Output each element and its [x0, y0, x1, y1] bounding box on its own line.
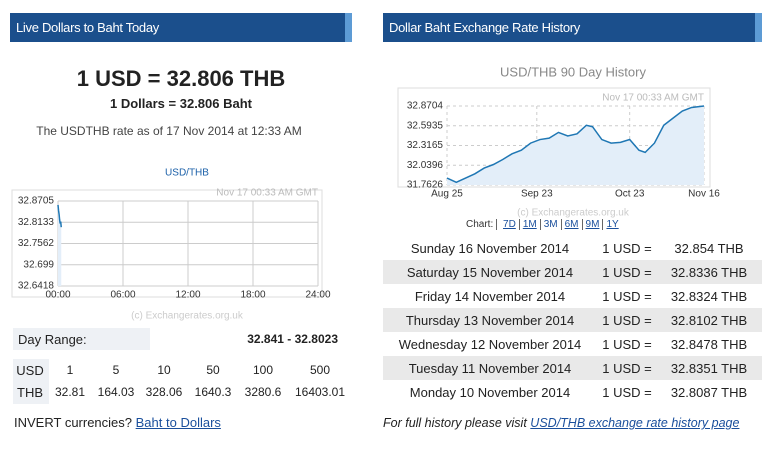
- conversion-cell: 16403.01: [294, 385, 346, 399]
- currency-column: [13, 359, 49, 404]
- y-tick-label: 32.6418: [18, 281, 55, 292]
- history-row: Wednesday 12 November 2014 1 USD = 32.8478…: [383, 332, 762, 356]
- intraday-chart: USD/THB Nov 17 00:33 AM GMT 32.6418 32.699 3…: [11, 168, 331, 322]
- y-tick-label: 32.0396: [407, 160, 444, 171]
- day-range-label: Day Range:: [18, 332, 87, 347]
- history-unit: 1 USD =: [602, 241, 652, 256]
- conversion-cell: 1: [66, 363, 74, 377]
- history-unit: 1 USD =: [602, 289, 652, 304]
- x-tick-label: Oct 23: [615, 189, 645, 200]
- history-rate: 32.8324 THB: [670, 289, 748, 304]
- timestamp: Nov 17 00:33 AM GMT: [216, 188, 318, 199]
- y-tick-label: 32.8133: [18, 217, 55, 228]
- x-tick-label: Sep 23: [521, 189, 553, 200]
- x-tick-label: Aug 25: [431, 189, 463, 200]
- history-chart: USD/THB 90 Day History Nov 17 00:33 AM GM…: [397, 64, 720, 219]
- y-tick-label: 32.8704: [407, 101, 444, 112]
- x-tick-label: 24:00: [305, 290, 330, 301]
- headline: 1 USD = 32.806 THB: [76, 66, 286, 91]
- x-tick-label: 18:00: [240, 290, 265, 301]
- history-rate: 32.854 THB: [674, 241, 744, 256]
- chart-links: Chart: 7D 1M 3M 6M 9M 1Y: [466, 219, 625, 230]
- history-unit: 1 USD =: [602, 385, 652, 400]
- chart-link[interactable]: 1M: [518, 219, 540, 230]
- chart-links-label: Chart:: [466, 219, 494, 230]
- line: [446, 105, 705, 184]
- history-row: Monday 10 November 2014 1 USD = 32.8087 TH…: [383, 380, 762, 404]
- conversion-cell: 1640.3: [194, 385, 232, 399]
- currency-label: THB: [17, 385, 43, 400]
- chart-frame: [11, 189, 323, 298]
- history-row: Friday 14 November 2014 1 USD = 32.8324 TH…: [383, 284, 762, 308]
- chart-link[interactable]: 9M: [581, 219, 603, 230]
- history-date: Tuesday 11 November 2014: [408, 361, 572, 376]
- y-tick-label: 32.8705: [18, 196, 55, 207]
- history-unit: 1 USD =: [602, 361, 652, 376]
- conversion-cell: 3280.6: [244, 385, 282, 399]
- x-tick-label: 00:00: [45, 290, 70, 301]
- timestamp: Nov 17 00:33 AM GMT: [602, 93, 704, 104]
- x-tick-label: 06:00: [110, 290, 135, 301]
- chart-link[interactable]: 6M: [560, 219, 582, 230]
- y-tick-label: 32.5935: [407, 120, 444, 131]
- history-date: Monday 10 November 2014: [409, 385, 571, 400]
- history-date: Thursday 13 November 2014: [405, 313, 575, 328]
- conversion-cell: 32.81: [54, 385, 86, 399]
- history-rate: 32.8102 THB: [670, 313, 748, 328]
- conversion-cell: 5: [112, 363, 120, 377]
- subline: 1 Dollars = 32.806 Baht: [110, 96, 252, 111]
- day-range-label-box: [13, 328, 150, 350]
- panel-header: Live Dollars to Baht Today: [10, 13, 352, 42]
- area: [447, 106, 704, 185]
- credit: (c) Exchangerates.org.uk: [131, 311, 244, 322]
- history-date: Wednesday 12 November 2014: [398, 337, 582, 352]
- currency-label: USD: [16, 363, 44, 378]
- day-range-value: 32.841 - 32.8023: [247, 332, 338, 346]
- footer-link[interactable]: USD/THB exchange rate history page: [530, 416, 740, 430]
- history-row: Tuesday 11 November 2014 1 USD = 32.8351 T…: [383, 356, 762, 380]
- y-tick-label: 31.7626: [407, 180, 444, 191]
- y-tick-label: 32.7562: [18, 238, 55, 249]
- y-tick-label: 32.699: [23, 259, 54, 270]
- rate-note: The USDTHB rate as of 17 Nov 2014 at 12:…: [36, 124, 302, 138]
- invert-text: INVERT currencies?: [14, 415, 133, 430]
- credit: (c) Exchangerates.org.uk: [517, 208, 630, 219]
- history-row: Thursday 13 November 2014 1 USD = 32.8102 …: [383, 308, 762, 332]
- conversion-cell: 100: [252, 363, 274, 377]
- history-date: Friday 14 November 2014: [414, 289, 566, 304]
- footer-text: For full history please visit: [383, 416, 527, 430]
- history-row: Saturday 15 November 2014 1 USD = 32.8336 …: [383, 260, 762, 284]
- invert-row: INVERT currencies? Baht to Dollars: [14, 415, 221, 430]
- invert-link[interactable]: Baht to Dollars: [135, 415, 221, 430]
- x-tick-label: 12:00: [175, 290, 200, 301]
- chart-link[interactable]: 1Y: [602, 219, 622, 230]
- history-unit: 1 USD =: [602, 265, 652, 280]
- chart-link[interactable]: 7D: [503, 219, 516, 230]
- chart-link[interactable]: 3M: [539, 219, 561, 230]
- conversion-cell: 164.03: [97, 385, 135, 399]
- history-unit: 1 USD =: [602, 313, 652, 328]
- history-date: Sunday 16 November 2014: [410, 241, 570, 256]
- history-date: Saturday 15 November 2014: [406, 265, 574, 280]
- chart-frame: [397, 87, 711, 188]
- history-unit: 1 USD =: [602, 337, 652, 352]
- panel-header: Dollar Baht Exchange Rate History: [383, 13, 762, 42]
- conversion-cell: 328.06: [145, 385, 183, 399]
- conversion-cell: 500: [309, 363, 331, 377]
- chart-title: USD/THB 90 Day History: [500, 64, 646, 79]
- history-rate: 32.8087 THB: [670, 385, 748, 400]
- line: [57, 204, 62, 228]
- footer: For full history please visit USD/THB ex…: [383, 416, 739, 430]
- history-row: Sunday 16 November 2014 1 USD = 32.854 THB: [383, 236, 762, 260]
- x-tick-label: Nov 16: [688, 189, 720, 200]
- conversion-cell: 10: [157, 363, 171, 377]
- chart-title: USD/THB: [165, 168, 209, 179]
- y-tick-label: 32.3165: [407, 140, 444, 151]
- history-rate: 32.8336 THB: [670, 265, 748, 280]
- conversion-cell: 50: [206, 363, 220, 377]
- history-rate: 32.8351 THB: [670, 361, 748, 376]
- history-rate: 32.8478 THB: [670, 337, 748, 352]
